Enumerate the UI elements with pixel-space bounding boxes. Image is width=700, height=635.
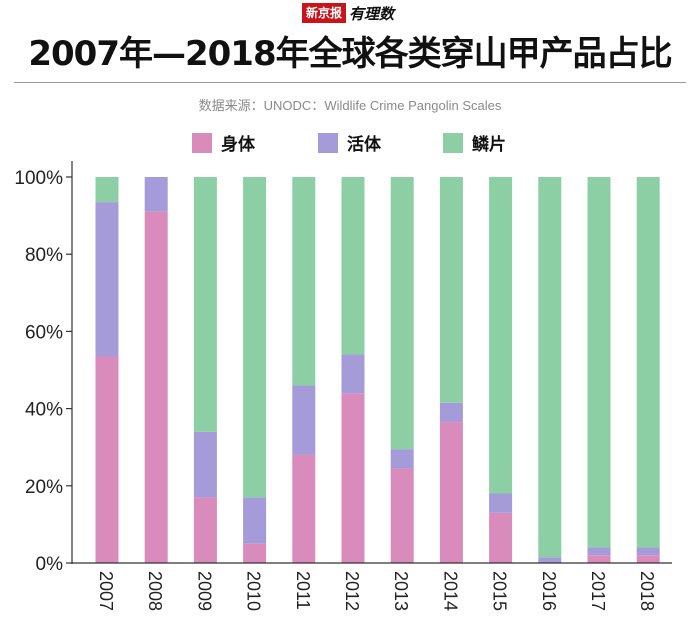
bar-2010-series-2 [243,177,267,498]
x-tick-label-2017: 2017 [588,571,608,611]
chart-source: 数据来源：UNODC：Wildlife Crime Pangolin Scale… [198,98,502,113]
x-tick-label-2015: 2015 [490,571,510,611]
y-tick-label-1: 20% [25,477,63,498]
y-tick-label-2: 40% [25,400,63,421]
bar-2015-series-2 [489,177,513,494]
bar-2015-series-1 [489,493,513,513]
y-tick-label-3: 60% [25,322,63,343]
bar-2012-series-1 [341,354,365,394]
x-tick-label-2013: 2013 [391,571,411,611]
bar-2007-series-0 [95,356,119,563]
x-tick-label-2014: 2014 [440,571,460,611]
bar-2011-series-2 [292,177,316,386]
chart-title: 2007年—2018年全球各类穿山甲产品占比 [28,34,672,74]
legend-label-0: 身体 [221,134,256,155]
bar-2013-series-2 [390,177,414,450]
bar-2014-series-1 [439,402,463,423]
bar-2018-series-1 [636,547,660,556]
x-tick-label-2008: 2008 [145,571,165,611]
bar-2018-series-2 [636,177,660,548]
bar-2016-series-2 [538,177,562,558]
legend-label-2: 鳞片 [472,134,506,155]
bar-2017-series-2 [587,177,611,548]
x-tick-label-2011: 2011 [293,571,313,610]
x-tick-label-2012: 2012 [342,571,362,611]
bar-2008-series-1 [144,177,168,212]
bar-2018-series-0 [636,555,660,563]
legend-swatch-1 [318,133,338,153]
x-tick-label-2016: 2016 [539,571,559,611]
bar-2016-series-1 [538,557,562,563]
legend-swatch-2 [443,133,463,153]
y-tick-label-5: 100% [14,168,63,189]
bar-2009-series-0 [193,497,217,563]
bar-2010-series-1 [243,497,267,544]
title-divider [14,82,686,83]
bar-2017-series-0 [587,555,611,563]
bar-2009-series-1 [193,431,217,498]
brand-logo-black: 有理数 [349,4,395,23]
bar-2007-series-2 [95,177,119,203]
bar-2014-series-2 [439,177,463,403]
bar-2014-series-0 [439,422,463,563]
bar-2011-series-0 [292,454,316,563]
bar-2013-series-1 [390,449,414,469]
brand-logo-red: 新京报 [302,3,347,23]
y-tick-label-4: 80% [25,245,63,266]
x-tick-label-2009: 2009 [194,571,214,611]
y-tick-label-0: 0% [36,554,64,575]
bar-2012-series-2 [341,177,365,355]
x-tick-label-2010: 2010 [244,571,264,611]
x-tick-label-2018: 2018 [637,571,657,611]
bar-2017-series-1 [587,547,611,556]
legend-label-1: 活体 [347,134,382,155]
bar-2009-series-2 [193,177,217,432]
bar-2007-series-1 [95,202,119,357]
bar-2013-series-0 [390,468,414,563]
bar-2015-series-0 [489,512,513,563]
bar-2012-series-0 [341,393,365,563]
bar-2011-series-1 [292,385,316,455]
bar-2010-series-0 [243,543,267,563]
legend-swatch-0 [192,133,212,153]
brand-logo: 新京报 有理数 [302,2,394,24]
x-tick-label-2007: 2007 [96,571,116,611]
bar-2008-series-0 [144,211,168,564]
